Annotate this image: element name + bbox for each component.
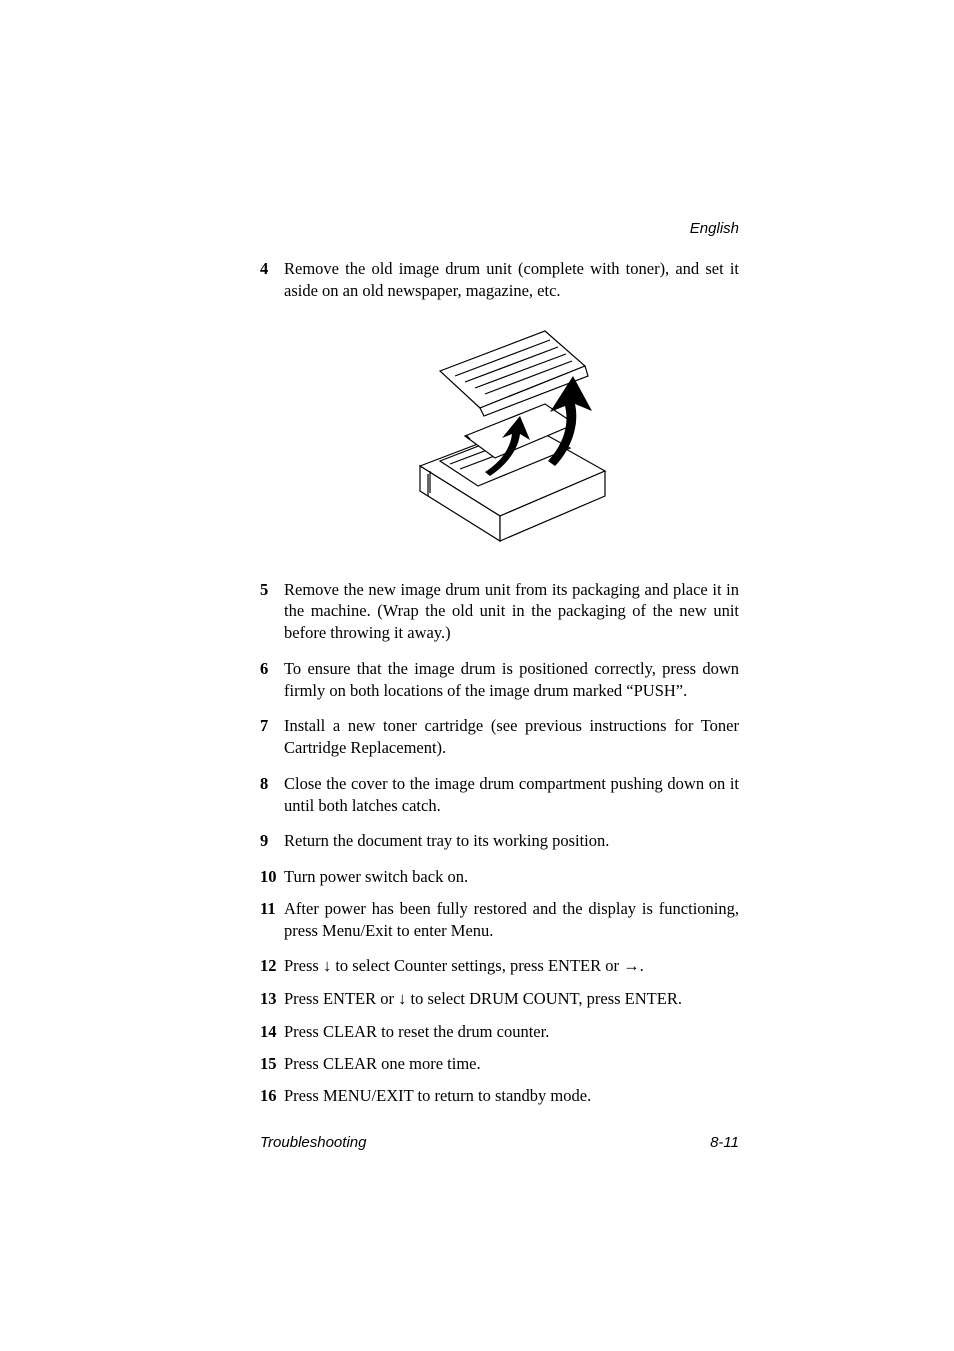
- step-7: 7 Install a new toner cartridge (see pre…: [260, 715, 739, 759]
- step-text: Remove the old image drum unit (complete…: [284, 258, 739, 302]
- step-text: Press ENTER or ↓ to select DRUM COUNT, p…: [284, 988, 739, 1011]
- step-text: Install a new toner cartridge (see previ…: [284, 715, 739, 759]
- step-number: 7: [260, 715, 284, 759]
- step-4: 4 Remove the old image drum unit (comple…: [260, 258, 739, 302]
- illustration-drum-removal: [260, 316, 739, 561]
- text: to select Counter settings, press ENTER …: [331, 956, 623, 975]
- step-text: Press CLEAR one more time.: [284, 1053, 739, 1075]
- step-text: Return the document tray to its working …: [284, 830, 739, 852]
- down-arrow-icon: ↓: [323, 957, 331, 975]
- step-number: 12: [260, 955, 284, 978]
- step-number: 8: [260, 773, 284, 817]
- step-number: 5: [260, 579, 284, 644]
- step-5: 5 Remove the new image drum unit from it…: [260, 579, 739, 644]
- step-11: 11 After power has been fully restored a…: [260, 898, 739, 942]
- step-8: 8 Close the cover to the image drum comp…: [260, 773, 739, 817]
- page: English 4 Remove the old image drum unit…: [0, 0, 954, 1351]
- step-16: 16 Press MENU/EXIT to return to standby …: [260, 1085, 739, 1107]
- step-number: 10: [260, 866, 284, 888]
- step-text: To ensure that the image drum is positio…: [284, 658, 739, 702]
- step-6: 6 To ensure that the image drum is posit…: [260, 658, 739, 702]
- right-arrow-icon: →: [623, 957, 640, 975]
- footer-page-number: 8-11: [710, 1134, 739, 1151]
- step-13: 13 Press ENTER or ↓ to select DRUM COUNT…: [260, 988, 739, 1011]
- text: to select DRUM COUNT, press ENTER.: [406, 989, 682, 1008]
- step-12: 12 Press ↓ to select Counter settings, p…: [260, 955, 739, 978]
- step-14: 14 Press CLEAR to reset the drum counter…: [260, 1021, 739, 1043]
- step-15: 15 Press CLEAR one more time.: [260, 1053, 739, 1075]
- page-footer: Troubleshooting 8-11: [260, 1134, 739, 1151]
- step-number: 9: [260, 830, 284, 852]
- step-text: Press MENU/EXIT to return to standby mod…: [284, 1085, 739, 1107]
- step-text: Turn power switch back on.: [284, 866, 739, 888]
- step-number: 14: [260, 1021, 284, 1043]
- footer-section: Troubleshooting: [260, 1134, 366, 1151]
- step-number: 16: [260, 1085, 284, 1107]
- step-number: 13: [260, 988, 284, 1011]
- text: .: [640, 956, 644, 975]
- text: Press: [284, 956, 323, 975]
- step-text: Remove the new image drum unit from its …: [284, 579, 739, 644]
- step-text: Press ↓ to select Counter settings, pres…: [284, 955, 739, 978]
- text: Press ENTER or: [284, 989, 398, 1008]
- language-label: English: [690, 220, 739, 237]
- step-number: 4: [260, 258, 284, 302]
- step-9: 9 Return the document tray to its workin…: [260, 830, 739, 852]
- step-text: Close the cover to the image drum compar…: [284, 773, 739, 817]
- step-text: After power has been fully restored and …: [284, 898, 739, 942]
- step-10: 10 Turn power switch back on.: [260, 866, 739, 888]
- step-number: 11: [260, 898, 284, 942]
- step-number: 15: [260, 1053, 284, 1075]
- step-text: Press CLEAR to reset the drum counter.: [284, 1021, 739, 1043]
- step-number: 6: [260, 658, 284, 702]
- content-area: 4 Remove the old image drum unit (comple…: [260, 258, 739, 1106]
